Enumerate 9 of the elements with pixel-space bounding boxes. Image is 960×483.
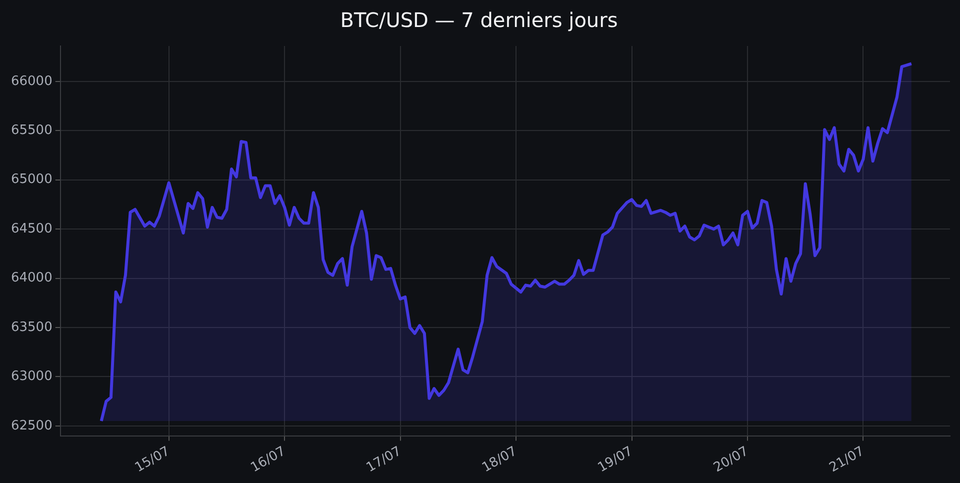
y-tick-label: 62500 <box>10 418 52 434</box>
y-tick-label: 63500 <box>10 320 52 335</box>
y-tick-label: 64500 <box>10 221 52 236</box>
y-tick-label: 65000 <box>10 172 52 188</box>
y-tick-label: 65500 <box>10 123 52 138</box>
y-tick-label: 66000 <box>10 74 52 89</box>
y-tick-label: 63000 <box>10 369 52 384</box>
chart-title: BTC/USD — 7 derniers jours <box>340 8 618 32</box>
y-tick-label: 64000 <box>10 270 52 286</box>
